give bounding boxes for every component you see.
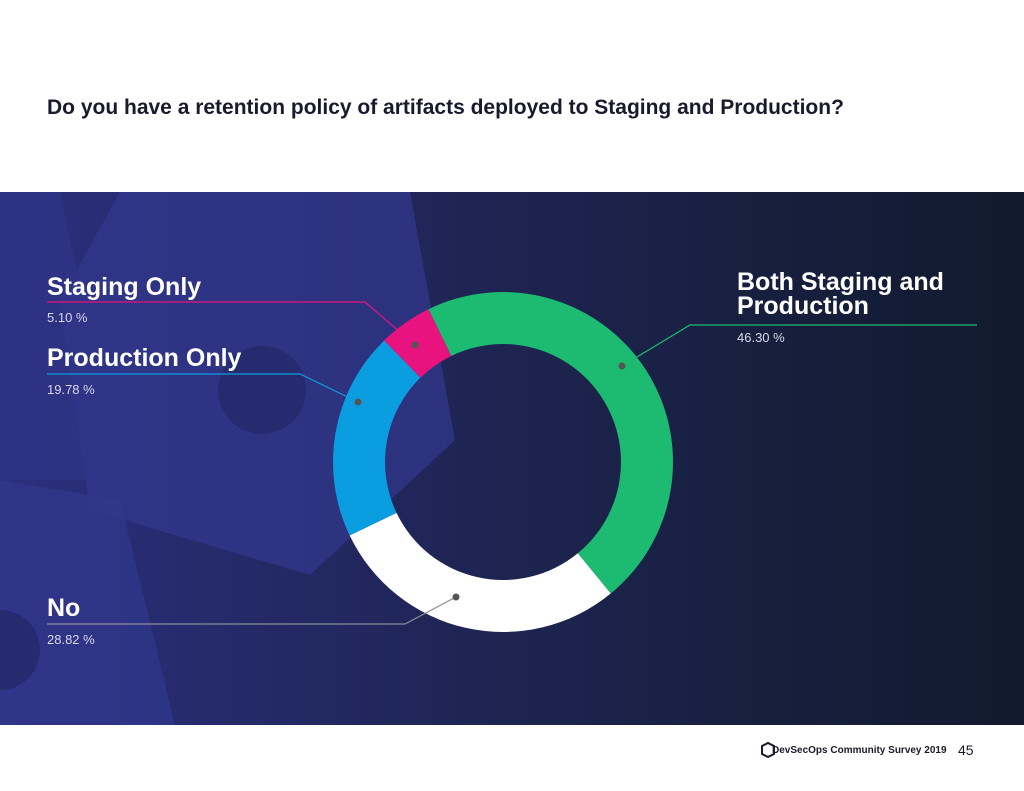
category-label: Staging Only (47, 273, 202, 301)
value-label: 5.10 % (47, 310, 88, 325)
decor (218, 346, 306, 434)
logo-icon (761, 741, 775, 759)
donut-segment (349, 512, 611, 632)
leader-line (47, 596, 457, 625)
leader-dot (411, 341, 419, 349)
category-label: Production Only (47, 344, 242, 372)
title: Do you have a retention policy of artifa… (47, 96, 844, 119)
leader-line (47, 373, 359, 403)
footer-source: DevSecOps Community Survey 2019 (772, 745, 947, 756)
leader-dot (452, 593, 460, 601)
leader-line (47, 301, 416, 346)
value-label: 46.30 % (737, 330, 785, 345)
leader-dot (354, 398, 362, 406)
donut-segment (332, 340, 421, 536)
decor (0, 480, 175, 725)
category-label: No (47, 594, 81, 622)
decor (0, 192, 120, 480)
page-number: 45 (958, 742, 974, 758)
value-label: 19.78 % (47, 382, 95, 397)
decor (0, 610, 40, 690)
donut-segment (428, 291, 673, 594)
value-label: 28.82 % (47, 632, 95, 647)
category-label: Both Staging and Production (737, 268, 944, 320)
leader-dot (618, 362, 626, 370)
leader-line (621, 324, 977, 367)
